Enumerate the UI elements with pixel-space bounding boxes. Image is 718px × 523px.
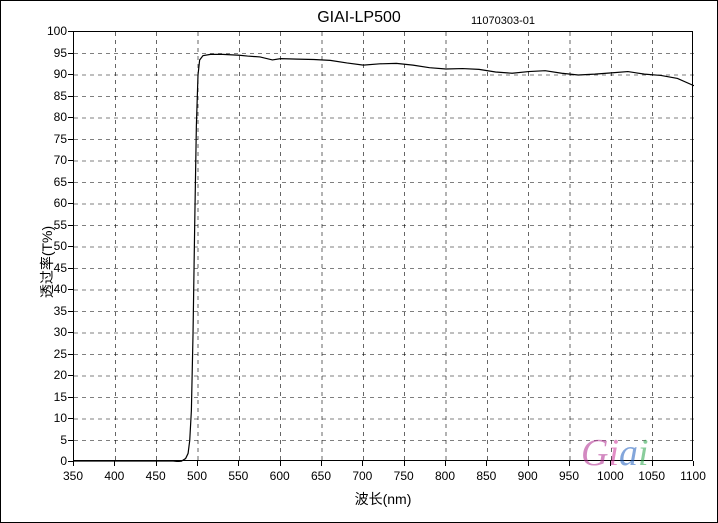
chart-container: GIAI-LP500 11070303-01 透过率(T%) 波长(nm) Gi…: [0, 0, 718, 523]
ytick-label: 10: [43, 411, 67, 425]
xtick-label: 600: [270, 469, 290, 483]
ytick-label: 60: [43, 196, 67, 210]
chart-title: GIAI-LP500: [317, 9, 401, 27]
ytick-label: 45: [43, 261, 67, 275]
xtick-label: 800: [435, 469, 455, 483]
ytick-label: 80: [43, 110, 67, 124]
ytick-label: 55: [43, 218, 67, 232]
ytick-label: 75: [43, 132, 67, 146]
ytick-label: 65: [43, 175, 67, 189]
ytick-label: 95: [43, 46, 67, 60]
ytick-label: 25: [43, 347, 67, 361]
plot-area: [73, 31, 693, 461]
ytick-label: 85: [43, 89, 67, 103]
ytick-label: 50: [43, 239, 67, 253]
xtick-label: 350: [63, 469, 83, 483]
xtick-label: 750: [394, 469, 414, 483]
xtick-label: 700: [352, 469, 372, 483]
ytick-label: 40: [43, 282, 67, 296]
ytick-label: 70: [43, 153, 67, 167]
xtick-label: 650: [311, 469, 331, 483]
xtick-label: 550: [228, 469, 248, 483]
xtick-label: 1000: [597, 469, 624, 483]
x-axis-label: 波长(nm): [355, 489, 412, 509]
ytick-label: 35: [43, 304, 67, 318]
xtick-label: 1100: [680, 469, 706, 483]
chart-subtitle: 11070303-01: [471, 15, 535, 27]
xtick-label: 500: [187, 469, 207, 483]
xtick-label: 1050: [638, 469, 665, 483]
ytick-label: 90: [43, 67, 67, 81]
ytick-label: 30: [43, 325, 67, 339]
ytick-label: 0: [43, 454, 67, 468]
ytick-label: 15: [43, 390, 67, 404]
xtick-label: 450: [146, 469, 166, 483]
chart-svg: [74, 32, 694, 462]
xtick-label: 950: [559, 469, 579, 483]
ytick-label: 20: [43, 368, 67, 382]
xtick-label: 400: [104, 469, 124, 483]
xtick-label: 850: [476, 469, 496, 483]
xtick-label: 900: [518, 469, 538, 483]
ytick-label: 100: [43, 24, 67, 38]
ytick-label: 5: [43, 433, 67, 447]
